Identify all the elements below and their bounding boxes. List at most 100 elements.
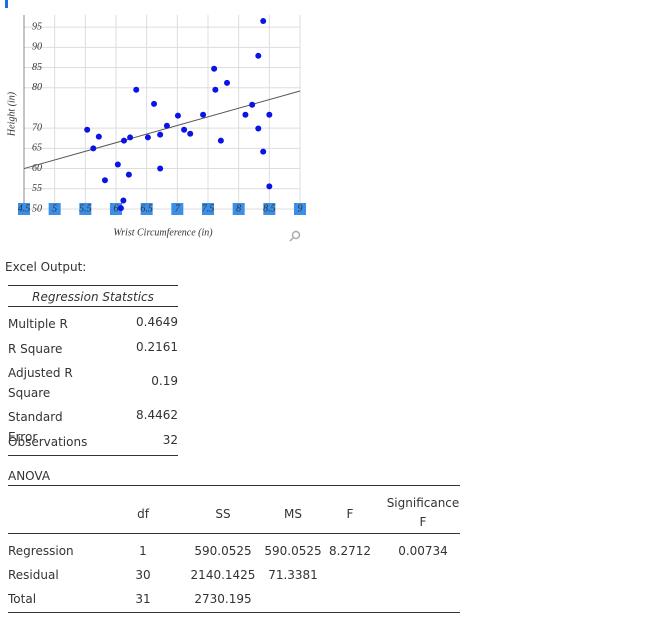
anova-cell: 2140.1425 — [190, 568, 256, 582]
x-tick-highlight — [294, 203, 306, 215]
point — [157, 131, 164, 138]
point — [144, 134, 151, 141]
x-tick-label: 6 — [114, 203, 119, 214]
point — [163, 122, 170, 129]
y-tick-label: 90 — [32, 42, 42, 53]
point — [200, 111, 207, 118]
x-tick-label: 5 — [52, 203, 57, 214]
y-tick-label: 95 — [32, 21, 42, 32]
y-tick-label: 60 — [32, 163, 42, 174]
rule — [8, 485, 460, 486]
anova-cell: 2730.195 — [194, 592, 252, 606]
y-tick-label: 80 — [32, 82, 42, 93]
point — [127, 134, 134, 141]
x-tick-label: 7.5 — [202, 203, 215, 214]
anova-cell: 30 — [135, 568, 151, 582]
anova-cell: 590.0525 — [194, 544, 252, 558]
point — [217, 137, 224, 144]
x-tick-label: 6.5 — [140, 203, 153, 214]
x-tick-highlight — [48, 203, 61, 215]
rule — [8, 455, 178, 456]
stats-header: Regression Statstics — [32, 290, 154, 304]
point — [211, 65, 218, 72]
stats-value: 0.19 — [151, 374, 178, 388]
zoom-icon[interactable] — [289, 230, 301, 242]
x-axis-label: Wrist Circumference (in) — [113, 227, 213, 238]
cursor-bar — [5, 0, 8, 8]
x-tick-label: 9 — [298, 203, 303, 214]
point — [95, 133, 102, 140]
stats-value: 0.2161 — [136, 340, 178, 354]
anova-cell: 8.2712 — [329, 544, 371, 558]
y-tick-label: 70 — [32, 122, 42, 133]
point — [266, 183, 273, 190]
stats-label: Observations — [8, 435, 88, 449]
point — [117, 205, 124, 212]
point — [101, 177, 108, 184]
anova-cell: 1 — [139, 544, 147, 558]
anova-column: MS — [284, 507, 302, 521]
point — [133, 86, 140, 93]
point — [120, 137, 127, 144]
point — [120, 197, 127, 204]
stats-value: 8.4462 — [136, 408, 178, 422]
y-tick-label: 65 — [32, 143, 42, 154]
y-tick-label: 85 — [32, 62, 42, 73]
point — [157, 165, 164, 172]
point — [187, 130, 194, 137]
anova-column: df — [137, 507, 149, 521]
x-tick-highlight — [18, 203, 30, 215]
stats-label: R Square — [8, 342, 63, 356]
point — [114, 161, 121, 168]
rule — [8, 285, 178, 286]
point — [224, 79, 231, 86]
x-tick-highlight — [171, 203, 184, 215]
point — [84, 126, 91, 133]
anova-column: SS — [215, 507, 231, 521]
point — [181, 126, 188, 133]
point — [212, 86, 219, 93]
stats-value: 32 — [162, 433, 178, 447]
point — [260, 18, 267, 25]
point — [151, 100, 158, 107]
x-tick-label: 8.5 — [263, 203, 276, 214]
point — [249, 101, 256, 108]
anova-row-label: Regression — [8, 544, 74, 558]
x-tick-highlight — [232, 203, 245, 215]
y-axis-label: Height (in) — [6, 91, 17, 137]
point — [266, 111, 273, 118]
y-tick-label: 50 — [32, 203, 42, 214]
point — [260, 148, 267, 155]
anova-cell: 31 — [135, 592, 151, 606]
x-tick-label: 8 — [236, 203, 241, 214]
stats-label: Standard Error — [8, 410, 63, 444]
anova-row-label: Total — [8, 592, 37, 606]
anova-cell: 71.3381 — [268, 568, 318, 582]
chart: Height (in) Wrist Circumference (in) 50 5… — [6, 15, 306, 242]
point — [255, 52, 262, 59]
point — [90, 145, 97, 152]
anova-cell: 0.00734 — [398, 544, 448, 558]
x-tick-highlight — [263, 203, 276, 215]
stats-label: Adjusted R Square — [8, 366, 73, 400]
point — [125, 171, 132, 178]
point — [174, 112, 181, 119]
stats-value: 0.4649 — [136, 315, 178, 329]
x-tick-label: 4.5 — [18, 203, 31, 214]
x-tick-highlight — [79, 203, 92, 215]
anova-column: Significance F — [386, 496, 460, 529]
anova-title: ANOVA — [8, 469, 51, 483]
x-tick-label: 5.5 — [79, 203, 92, 214]
output-label: Excel Output: — [5, 260, 87, 274]
stats-label: Multiple R — [8, 317, 68, 331]
x-tick-highlight — [140, 203, 153, 215]
anova-cell: 590.0525 — [264, 544, 322, 558]
x-tick-highlight — [202, 203, 214, 215]
rule — [8, 612, 460, 613]
anova-row-label: Residual — [8, 568, 59, 582]
x-tick-label: 7 — [175, 203, 181, 214]
rule — [8, 306, 178, 307]
point — [255, 125, 262, 132]
y-tick-label: 55 — [32, 183, 42, 194]
